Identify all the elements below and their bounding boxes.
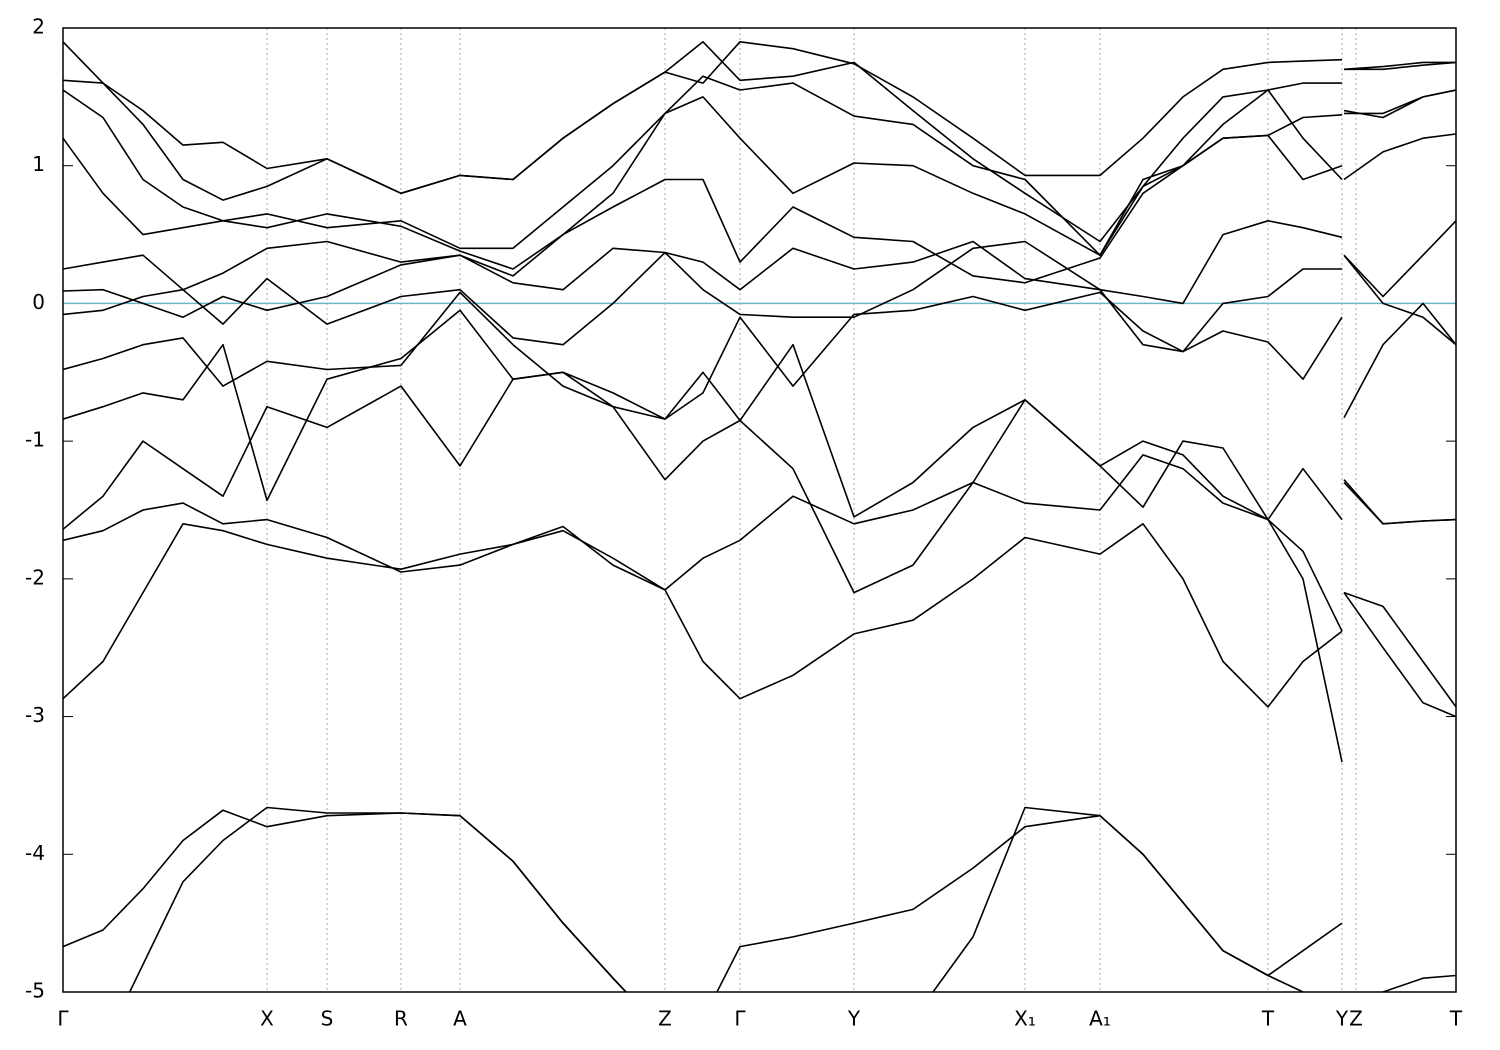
bands bbox=[63, 41, 1456, 992]
x-tick-label: X bbox=[260, 1007, 274, 1031]
x-tick-label: Y bbox=[1335, 1007, 1349, 1031]
y-tick-label: 2 bbox=[32, 15, 45, 39]
x-tick-label: Z bbox=[1349, 1007, 1363, 1031]
band-line bbox=[128, 806, 1305, 992]
grid bbox=[62, 27, 1457, 993]
band-line bbox=[63, 371, 1456, 718]
band-line bbox=[63, 809, 1456, 992]
band-line bbox=[63, 523, 1456, 708]
x-tick-label: Γ bbox=[734, 1007, 746, 1031]
band-line bbox=[63, 61, 1456, 256]
y-tick-label: 0 bbox=[32, 290, 45, 314]
band-line bbox=[63, 220, 1456, 346]
x-tick-label: T bbox=[1261, 1007, 1275, 1031]
x-tick-label: S bbox=[321, 1007, 334, 1031]
y-tick-label: 1 bbox=[32, 152, 45, 176]
y-tick-label: -4 bbox=[25, 841, 45, 865]
plot-frame bbox=[62, 27, 1457, 993]
x-tick-label: Y bbox=[847, 1007, 861, 1031]
band-line bbox=[63, 454, 1456, 591]
x-tick-label: T bbox=[1449, 1007, 1463, 1031]
x-tick-label: A₁ bbox=[1089, 1007, 1111, 1031]
x-tick-label: A bbox=[453, 1007, 467, 1031]
band-line bbox=[63, 291, 1456, 502]
y-tick-label: -3 bbox=[25, 703, 45, 727]
tick-labels: 210-1-2-3-4-5Γ X S R A Z Γ Y X₁ A₁ T Y Z T bbox=[25, 15, 1463, 1031]
x-tick-label: Z bbox=[658, 1007, 672, 1031]
band-line bbox=[63, 133, 1456, 291]
y-tick-label: -5 bbox=[25, 979, 45, 1003]
x-tick-label: X₁ bbox=[1014, 1007, 1036, 1031]
x-tick-label: Γ bbox=[57, 1007, 69, 1031]
band-line bbox=[63, 41, 1456, 243]
band-line bbox=[63, 220, 1456, 353]
y-tick-label: -2 bbox=[25, 565, 45, 589]
x-tick-label: R bbox=[394, 1007, 408, 1031]
band-line bbox=[63, 291, 1456, 763]
band-line bbox=[63, 41, 1456, 195]
y-tick-label: -1 bbox=[25, 428, 45, 452]
